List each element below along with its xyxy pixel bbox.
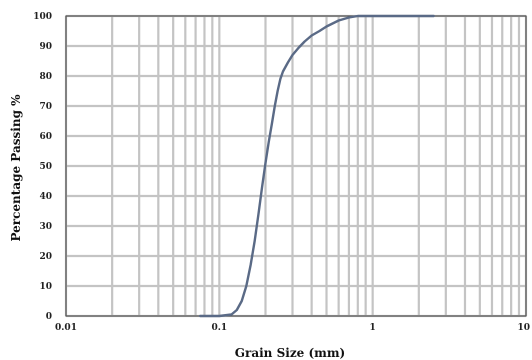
- y-tick-label: 40: [39, 192, 52, 202]
- y-tick-label: 0: [46, 312, 52, 322]
- y-axis-title: Percentage Passing %: [9, 94, 23, 242]
- x-axis-title: Grain Size (mm): [235, 346, 345, 360]
- x-tick-label: 0.01: [55, 323, 77, 333]
- y-tick-labels: 0 10 20 30 40 50 60 70 80 90 100: [33, 12, 52, 322]
- x-tick-label: 0.1: [211, 323, 227, 333]
- y-tick-label: 100: [33, 12, 52, 22]
- x-tick-label: 1: [370, 323, 376, 333]
- x-tick-labels: 0.01 0.1 1 10: [55, 323, 530, 333]
- y-tick-label: 30: [39, 222, 52, 232]
- y-tick-label: 10: [39, 282, 52, 292]
- plot-border: [65, 15, 527, 317]
- plot-frame: [65, 15, 527, 317]
- series-line-1: [198, 14, 435, 318]
- x-tick-label: 10: [517, 323, 530, 333]
- y-tick-label: 20: [39, 252, 52, 262]
- y-tick-label: 70: [39, 102, 52, 112]
- y-tick-label: 80: [39, 72, 52, 82]
- y-tick-label: 90: [39, 42, 52, 52]
- series-layer: [198, 14, 435, 318]
- y-tick-label: 60: [39, 132, 52, 142]
- grid-lines: [64, 14, 528, 318]
- y-tick-label: 50: [39, 162, 52, 172]
